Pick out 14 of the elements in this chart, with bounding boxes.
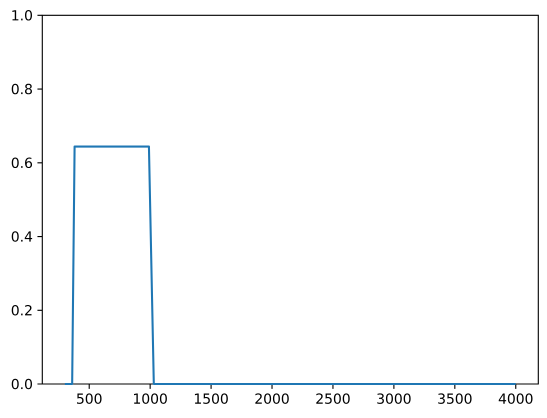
y-tick-label: 1.0 <box>12 10 32 21</box>
y-tick-label: 0.6 <box>12 158 32 168</box>
x-tick-label: 500 <box>77 393 102 404</box>
x-tick-label: 3000 <box>377 393 411 404</box>
x-tick-label: 1000 <box>134 393 167 404</box>
y-tick-label: 0.8 <box>12 84 32 94</box>
y-tick-label: 0.0 <box>12 378 32 390</box>
x-tick-label: 4000 <box>498 393 533 404</box>
x-tick-label: 2500 <box>316 393 350 404</box>
y-tick-label: 0.2 <box>12 304 32 316</box>
x-tick-label: 3500 <box>438 393 472 404</box>
x-tick-label: 1500 <box>194 393 228 404</box>
x-tick-label: 2000 <box>255 393 289 404</box>
y-tick-label: 0.4 <box>12 231 32 242</box>
